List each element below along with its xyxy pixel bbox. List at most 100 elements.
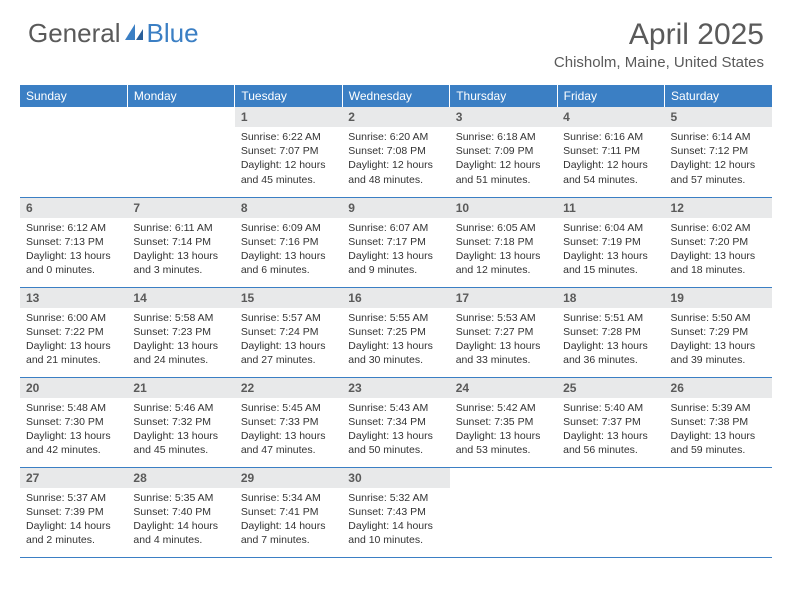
day-header-row: SundayMondayTuesdayWednesdayThursdayFrid… — [20, 85, 772, 107]
day-number: 24 — [450, 378, 557, 398]
day-number: 7 — [127, 198, 234, 218]
day-body: Sunrise: 5:42 AMSunset: 7:35 PMDaylight:… — [450, 398, 557, 464]
day-body: Sunrise: 5:50 AMSunset: 7:29 PMDaylight:… — [665, 308, 772, 374]
day-cell: 6Sunrise: 6:12 AMSunset: 7:13 PMDaylight… — [20, 197, 127, 287]
day-header: Thursday — [450, 85, 557, 107]
day-cell: 24Sunrise: 5:42 AMSunset: 7:35 PMDayligh… — [450, 377, 557, 467]
day-cell: . — [450, 467, 557, 557]
day-body: Sunrise: 5:46 AMSunset: 7:32 PMDaylight:… — [127, 398, 234, 464]
day-body: Sunrise: 6:09 AMSunset: 7:16 PMDaylight:… — [235, 218, 342, 284]
day-cell: 25Sunrise: 5:40 AMSunset: 7:37 PMDayligh… — [557, 377, 664, 467]
day-cell: 28Sunrise: 5:35 AMSunset: 7:40 PMDayligh… — [127, 467, 234, 557]
day-number: 10 — [450, 198, 557, 218]
day-cell: 14Sunrise: 5:58 AMSunset: 7:23 PMDayligh… — [127, 287, 234, 377]
day-cell: 5Sunrise: 6:14 AMSunset: 7:12 PMDaylight… — [665, 107, 772, 197]
day-cell: 22Sunrise: 5:45 AMSunset: 7:33 PMDayligh… — [235, 377, 342, 467]
day-cell: 18Sunrise: 5:51 AMSunset: 7:28 PMDayligh… — [557, 287, 664, 377]
day-cell: . — [20, 107, 127, 197]
day-body: Sunrise: 6:07 AMSunset: 7:17 PMDaylight:… — [342, 218, 449, 284]
day-cell: 2Sunrise: 6:20 AMSunset: 7:08 PMDaylight… — [342, 107, 449, 197]
day-body: Sunrise: 5:58 AMSunset: 7:23 PMDaylight:… — [127, 308, 234, 374]
day-cell: 23Sunrise: 5:43 AMSunset: 7:34 PMDayligh… — [342, 377, 449, 467]
day-cell: 26Sunrise: 5:39 AMSunset: 7:38 PMDayligh… — [665, 377, 772, 467]
day-number: 20 — [20, 378, 127, 398]
day-cell: 4Sunrise: 6:16 AMSunset: 7:11 PMDaylight… — [557, 107, 664, 197]
page-title: April 2025 — [554, 18, 764, 52]
day-body: Sunrise: 6:18 AMSunset: 7:09 PMDaylight:… — [450, 127, 557, 193]
day-number: 16 — [342, 288, 449, 308]
day-body: Sunrise: 5:37 AMSunset: 7:39 PMDaylight:… — [20, 488, 127, 554]
day-cell: 10Sunrise: 6:05 AMSunset: 7:18 PMDayligh… — [450, 197, 557, 287]
day-cell: . — [557, 467, 664, 557]
day-cell: 27Sunrise: 5:37 AMSunset: 7:39 PMDayligh… — [20, 467, 127, 557]
day-body: Sunrise: 6:02 AMSunset: 7:20 PMDaylight:… — [665, 218, 772, 284]
day-number: 17 — [450, 288, 557, 308]
day-body: Sunrise: 5:57 AMSunset: 7:24 PMDaylight:… — [235, 308, 342, 374]
week-row: 27Sunrise: 5:37 AMSunset: 7:39 PMDayligh… — [20, 467, 772, 557]
day-cell: . — [127, 107, 234, 197]
day-number: 21 — [127, 378, 234, 398]
day-header: Friday — [557, 85, 664, 107]
day-cell: 7Sunrise: 6:11 AMSunset: 7:14 PMDaylight… — [127, 197, 234, 287]
day-header: Wednesday — [342, 85, 449, 107]
day-body: Sunrise: 6:04 AMSunset: 7:19 PMDaylight:… — [557, 218, 664, 284]
day-number: 12 — [665, 198, 772, 218]
logo-text-blue: Blue — [147, 18, 199, 49]
day-cell: 30Sunrise: 5:32 AMSunset: 7:43 PMDayligh… — [342, 467, 449, 557]
day-number: 25 — [557, 378, 664, 398]
day-body: Sunrise: 6:22 AMSunset: 7:07 PMDaylight:… — [235, 127, 342, 193]
day-body: Sunrise: 5:32 AMSunset: 7:43 PMDaylight:… — [342, 488, 449, 554]
day-body: Sunrise: 5:51 AMSunset: 7:28 PMDaylight:… — [557, 308, 664, 374]
day-number: 4 — [557, 107, 664, 127]
day-body: Sunrise: 5:40 AMSunset: 7:37 PMDaylight:… — [557, 398, 664, 464]
day-cell: 12Sunrise: 6:02 AMSunset: 7:20 PMDayligh… — [665, 197, 772, 287]
day-cell: 13Sunrise: 6:00 AMSunset: 7:22 PMDayligh… — [20, 287, 127, 377]
day-cell: 9Sunrise: 6:07 AMSunset: 7:17 PMDaylight… — [342, 197, 449, 287]
day-number: 5 — [665, 107, 772, 127]
day-cell: 16Sunrise: 5:55 AMSunset: 7:25 PMDayligh… — [342, 287, 449, 377]
day-number: 1 — [235, 107, 342, 127]
day-body: Sunrise: 6:16 AMSunset: 7:11 PMDaylight:… — [557, 127, 664, 193]
day-body: Sunrise: 5:43 AMSunset: 7:34 PMDaylight:… — [342, 398, 449, 464]
day-number: 6 — [20, 198, 127, 218]
day-number: 13 — [20, 288, 127, 308]
day-body: Sunrise: 6:05 AMSunset: 7:18 PMDaylight:… — [450, 218, 557, 284]
day-body: Sunrise: 6:14 AMSunset: 7:12 PMDaylight:… — [665, 127, 772, 193]
day-cell: 19Sunrise: 5:50 AMSunset: 7:29 PMDayligh… — [665, 287, 772, 377]
day-number: 26 — [665, 378, 772, 398]
logo-text-general: General — [28, 18, 121, 49]
day-body: Sunrise: 5:53 AMSunset: 7:27 PMDaylight:… — [450, 308, 557, 374]
day-number: 9 — [342, 198, 449, 218]
day-header: Tuesday — [235, 85, 342, 107]
day-body: Sunrise: 5:34 AMSunset: 7:41 PMDaylight:… — [235, 488, 342, 554]
day-number: 8 — [235, 198, 342, 218]
logo-sail-icon — [123, 18, 145, 49]
day-number: 27 — [20, 468, 127, 488]
day-cell: 8Sunrise: 6:09 AMSunset: 7:16 PMDaylight… — [235, 197, 342, 287]
day-body: Sunrise: 5:35 AMSunset: 7:40 PMDaylight:… — [127, 488, 234, 554]
day-header: Monday — [127, 85, 234, 107]
day-cell: 21Sunrise: 5:46 AMSunset: 7:32 PMDayligh… — [127, 377, 234, 467]
day-cell: 11Sunrise: 6:04 AMSunset: 7:19 PMDayligh… — [557, 197, 664, 287]
day-number: 14 — [127, 288, 234, 308]
day-body: Sunrise: 6:12 AMSunset: 7:13 PMDaylight:… — [20, 218, 127, 284]
logo: General Blue — [28, 18, 199, 49]
week-row: 13Sunrise: 6:00 AMSunset: 7:22 PMDayligh… — [20, 287, 772, 377]
day-body: Sunrise: 6:00 AMSunset: 7:22 PMDaylight:… — [20, 308, 127, 374]
day-body: Sunrise: 6:20 AMSunset: 7:08 PMDaylight:… — [342, 127, 449, 193]
day-body: Sunrise: 5:39 AMSunset: 7:38 PMDaylight:… — [665, 398, 772, 464]
week-row: ..1Sunrise: 6:22 AMSunset: 7:07 PMDaylig… — [20, 107, 772, 197]
day-number: 19 — [665, 288, 772, 308]
day-number: 30 — [342, 468, 449, 488]
day-header: Saturday — [665, 85, 772, 107]
title-block: April 2025 Chisholm, Maine, United State… — [554, 18, 764, 71]
day-body: Sunrise: 5:45 AMSunset: 7:33 PMDaylight:… — [235, 398, 342, 464]
day-number: 29 — [235, 468, 342, 488]
day-cell: . — [665, 467, 772, 557]
day-number: 15 — [235, 288, 342, 308]
day-number: 11 — [557, 198, 664, 218]
day-cell: 17Sunrise: 5:53 AMSunset: 7:27 PMDayligh… — [450, 287, 557, 377]
day-cell: 29Sunrise: 5:34 AMSunset: 7:41 PMDayligh… — [235, 467, 342, 557]
day-header: Sunday — [20, 85, 127, 107]
day-number: 22 — [235, 378, 342, 398]
